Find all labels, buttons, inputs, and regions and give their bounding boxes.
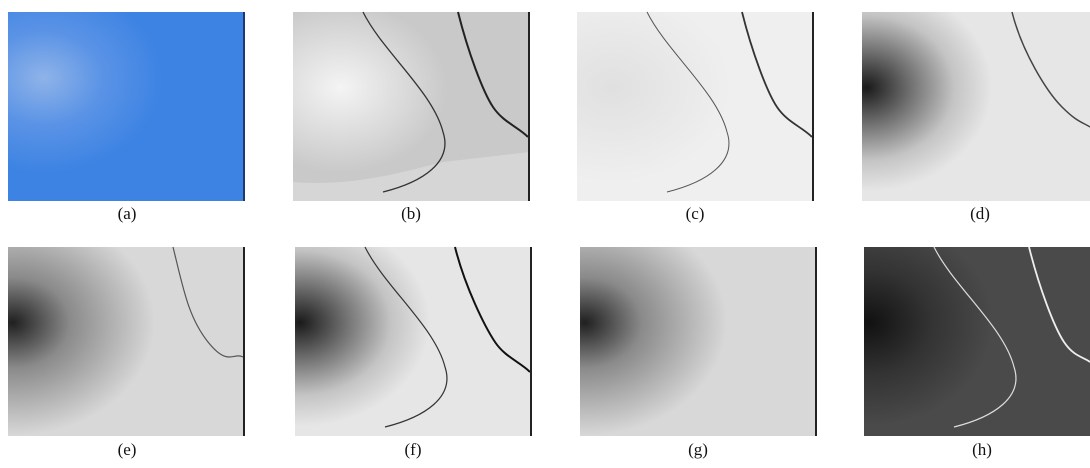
panel-image [295, 247, 532, 436]
caption: (c) [686, 204, 705, 223]
panel-image [8, 12, 245, 201]
panel-image [580, 247, 817, 436]
figure: (a) (b) (c) (d) (e) (f) (g) (h) [0, 0, 1090, 463]
panel-image [864, 247, 1090, 436]
caption: (d) [970, 204, 990, 223]
panel-image [293, 12, 530, 201]
panel-image [862, 12, 1090, 201]
caption: (f) [405, 440, 422, 459]
caption: (a) [118, 204, 137, 223]
panel-image [577, 12, 814, 201]
caption: (b) [401, 204, 421, 223]
caption: (e) [118, 440, 137, 459]
caption: (g) [688, 440, 708, 459]
caption: (h) [972, 440, 992, 459]
panel-image [8, 247, 245, 436]
